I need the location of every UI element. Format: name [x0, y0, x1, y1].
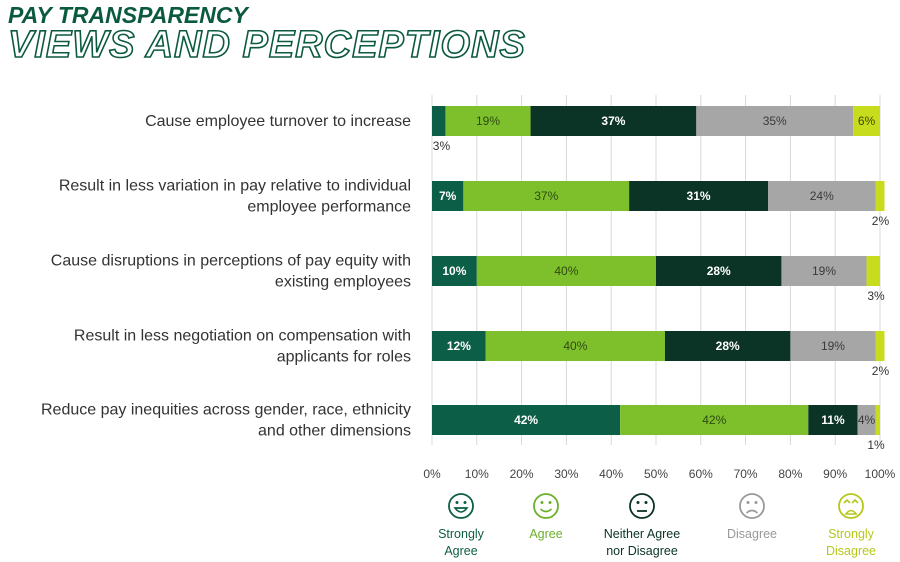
- legend-label: Strongly: [438, 527, 485, 541]
- bar-value-label: 1%: [867, 438, 885, 452]
- bar-segment: [530, 106, 697, 136]
- legend: Strongly Agree Agree Neither Agree nor Disag…: [438, 493, 876, 558]
- bar-segment: [768, 181, 876, 211]
- bar-value-label: 40%: [554, 264, 578, 278]
- legend-label: Agree: [444, 544, 477, 558]
- crying-face-icon: [838, 493, 864, 519]
- bar-segment: [781, 256, 867, 286]
- bar-value-label: 7%: [439, 189, 457, 203]
- x-tick-label: 30%: [554, 467, 578, 481]
- bar-segment: [629, 181, 768, 211]
- bar-segment: [875, 405, 880, 435]
- chart-title-line2: VIEWS AND PERCEPTIONS: [7, 23, 526, 67]
- bar-segment: [857, 405, 876, 435]
- category-label: existing employees: [275, 274, 411, 291]
- bar-value-label: 19%: [812, 264, 836, 278]
- bar-value-label: 42%: [702, 413, 726, 427]
- bar-segment: [866, 256, 880, 286]
- bar-value-label: 35%: [763, 114, 787, 128]
- grinning-face-icon: [448, 493, 474, 519]
- bar-value-label: 28%: [707, 264, 731, 278]
- legend-label: Agree: [529, 527, 562, 541]
- x-tick-label: 90%: [823, 467, 847, 481]
- bar-value-label: 31%: [687, 189, 711, 203]
- bar-value-label: 37%: [534, 189, 558, 203]
- bar-value-label: 19%: [476, 114, 500, 128]
- x-tick-label: 100%: [865, 467, 896, 481]
- frowning-face-icon: [739, 493, 765, 519]
- x-tick-label: 60%: [689, 467, 713, 481]
- bar-value-label: 12%: [447, 339, 471, 353]
- category-label: Result in less variation in pay relative…: [59, 178, 411, 195]
- category-label: Result in less negotiation on compensati…: [74, 328, 411, 345]
- bar-segment: [656, 256, 782, 286]
- bar-value-label: 24%: [810, 189, 834, 203]
- bar-segment: [432, 106, 446, 136]
- neutral-face-icon: [629, 493, 655, 519]
- bar-segment: [432, 405, 621, 435]
- legend-label: Disagree: [727, 527, 777, 541]
- bar-segment: [432, 331, 486, 361]
- bar-value-label: 2%: [872, 214, 890, 228]
- x-tick-label: 40%: [599, 467, 623, 481]
- bar-segment: [432, 256, 477, 286]
- bar-value-label: 4%: [858, 413, 876, 427]
- bar-value-label: 42%: [514, 413, 538, 427]
- x-tick-label: 0%: [423, 467, 441, 481]
- bar-value-label: 19%: [821, 339, 845, 353]
- bar-segment: [432, 181, 464, 211]
- category-labels: Cause employee turnover to increase Resul…: [41, 113, 411, 440]
- bar-value-label: 6%: [858, 114, 876, 128]
- x-axis: 0% 10% 20% 30% 40% 50% 60% 70% 80% 90% 100%: [423, 467, 895, 481]
- category-label: employee performance: [247, 199, 411, 216]
- category-label: applicants for roles: [277, 349, 411, 366]
- bar-segment: [620, 405, 809, 435]
- category-label: Reduce pay inequities across gender, rac…: [41, 402, 411, 419]
- x-tick-label: 10%: [465, 467, 489, 481]
- bars: 3% 19% 37% 35% 6% 7% 37% 31% 24% 2% 10% 40% 28% 19% 3%…: [432, 106, 889, 452]
- bar-segment: [664, 331, 791, 361]
- bar-segment: [485, 331, 665, 361]
- x-tick-label: 50%: [644, 467, 668, 481]
- smiling-face-icon: [533, 493, 559, 519]
- bar-segment: [696, 106, 854, 136]
- bar-segment: [853, 106, 880, 136]
- bar-segment: [790, 331, 876, 361]
- bar-segment: [476, 256, 656, 286]
- bar-value-label: 3%: [433, 139, 451, 153]
- bar-segment: [808, 405, 858, 435]
- bar-value-label: 37%: [601, 114, 625, 128]
- bar-value-label: 40%: [563, 339, 587, 353]
- category-label: Cause disruptions in perceptions of pay …: [51, 253, 411, 270]
- x-tick-label: 20%: [510, 467, 534, 481]
- x-tick-label: 70%: [734, 467, 758, 481]
- chart-title-line1: PAY TRANSPARENCY: [8, 2, 248, 28]
- bar-segment: [445, 106, 531, 136]
- category-label: and other dimensions: [258, 423, 411, 440]
- category-label: Cause employee turnover to increase: [145, 113, 411, 130]
- x-tick-label: 80%: [778, 467, 802, 481]
- legend-label: Neither Agree: [604, 527, 680, 541]
- bar-value-label: 28%: [716, 339, 740, 353]
- bar-value-label: 2%: [872, 364, 890, 378]
- bar-value-label: 10%: [442, 264, 466, 278]
- bar-value-label: 11%: [821, 413, 845, 427]
- bar-segment: [875, 181, 885, 211]
- legend-label: nor Disagree: [606, 544, 678, 558]
- bar-segment: [875, 331, 885, 361]
- bar-value-label: 3%: [867, 289, 885, 303]
- legend-label: Disagree: [826, 544, 876, 558]
- bar-segment: [463, 181, 630, 211]
- legend-label: Strongly: [828, 527, 875, 541]
